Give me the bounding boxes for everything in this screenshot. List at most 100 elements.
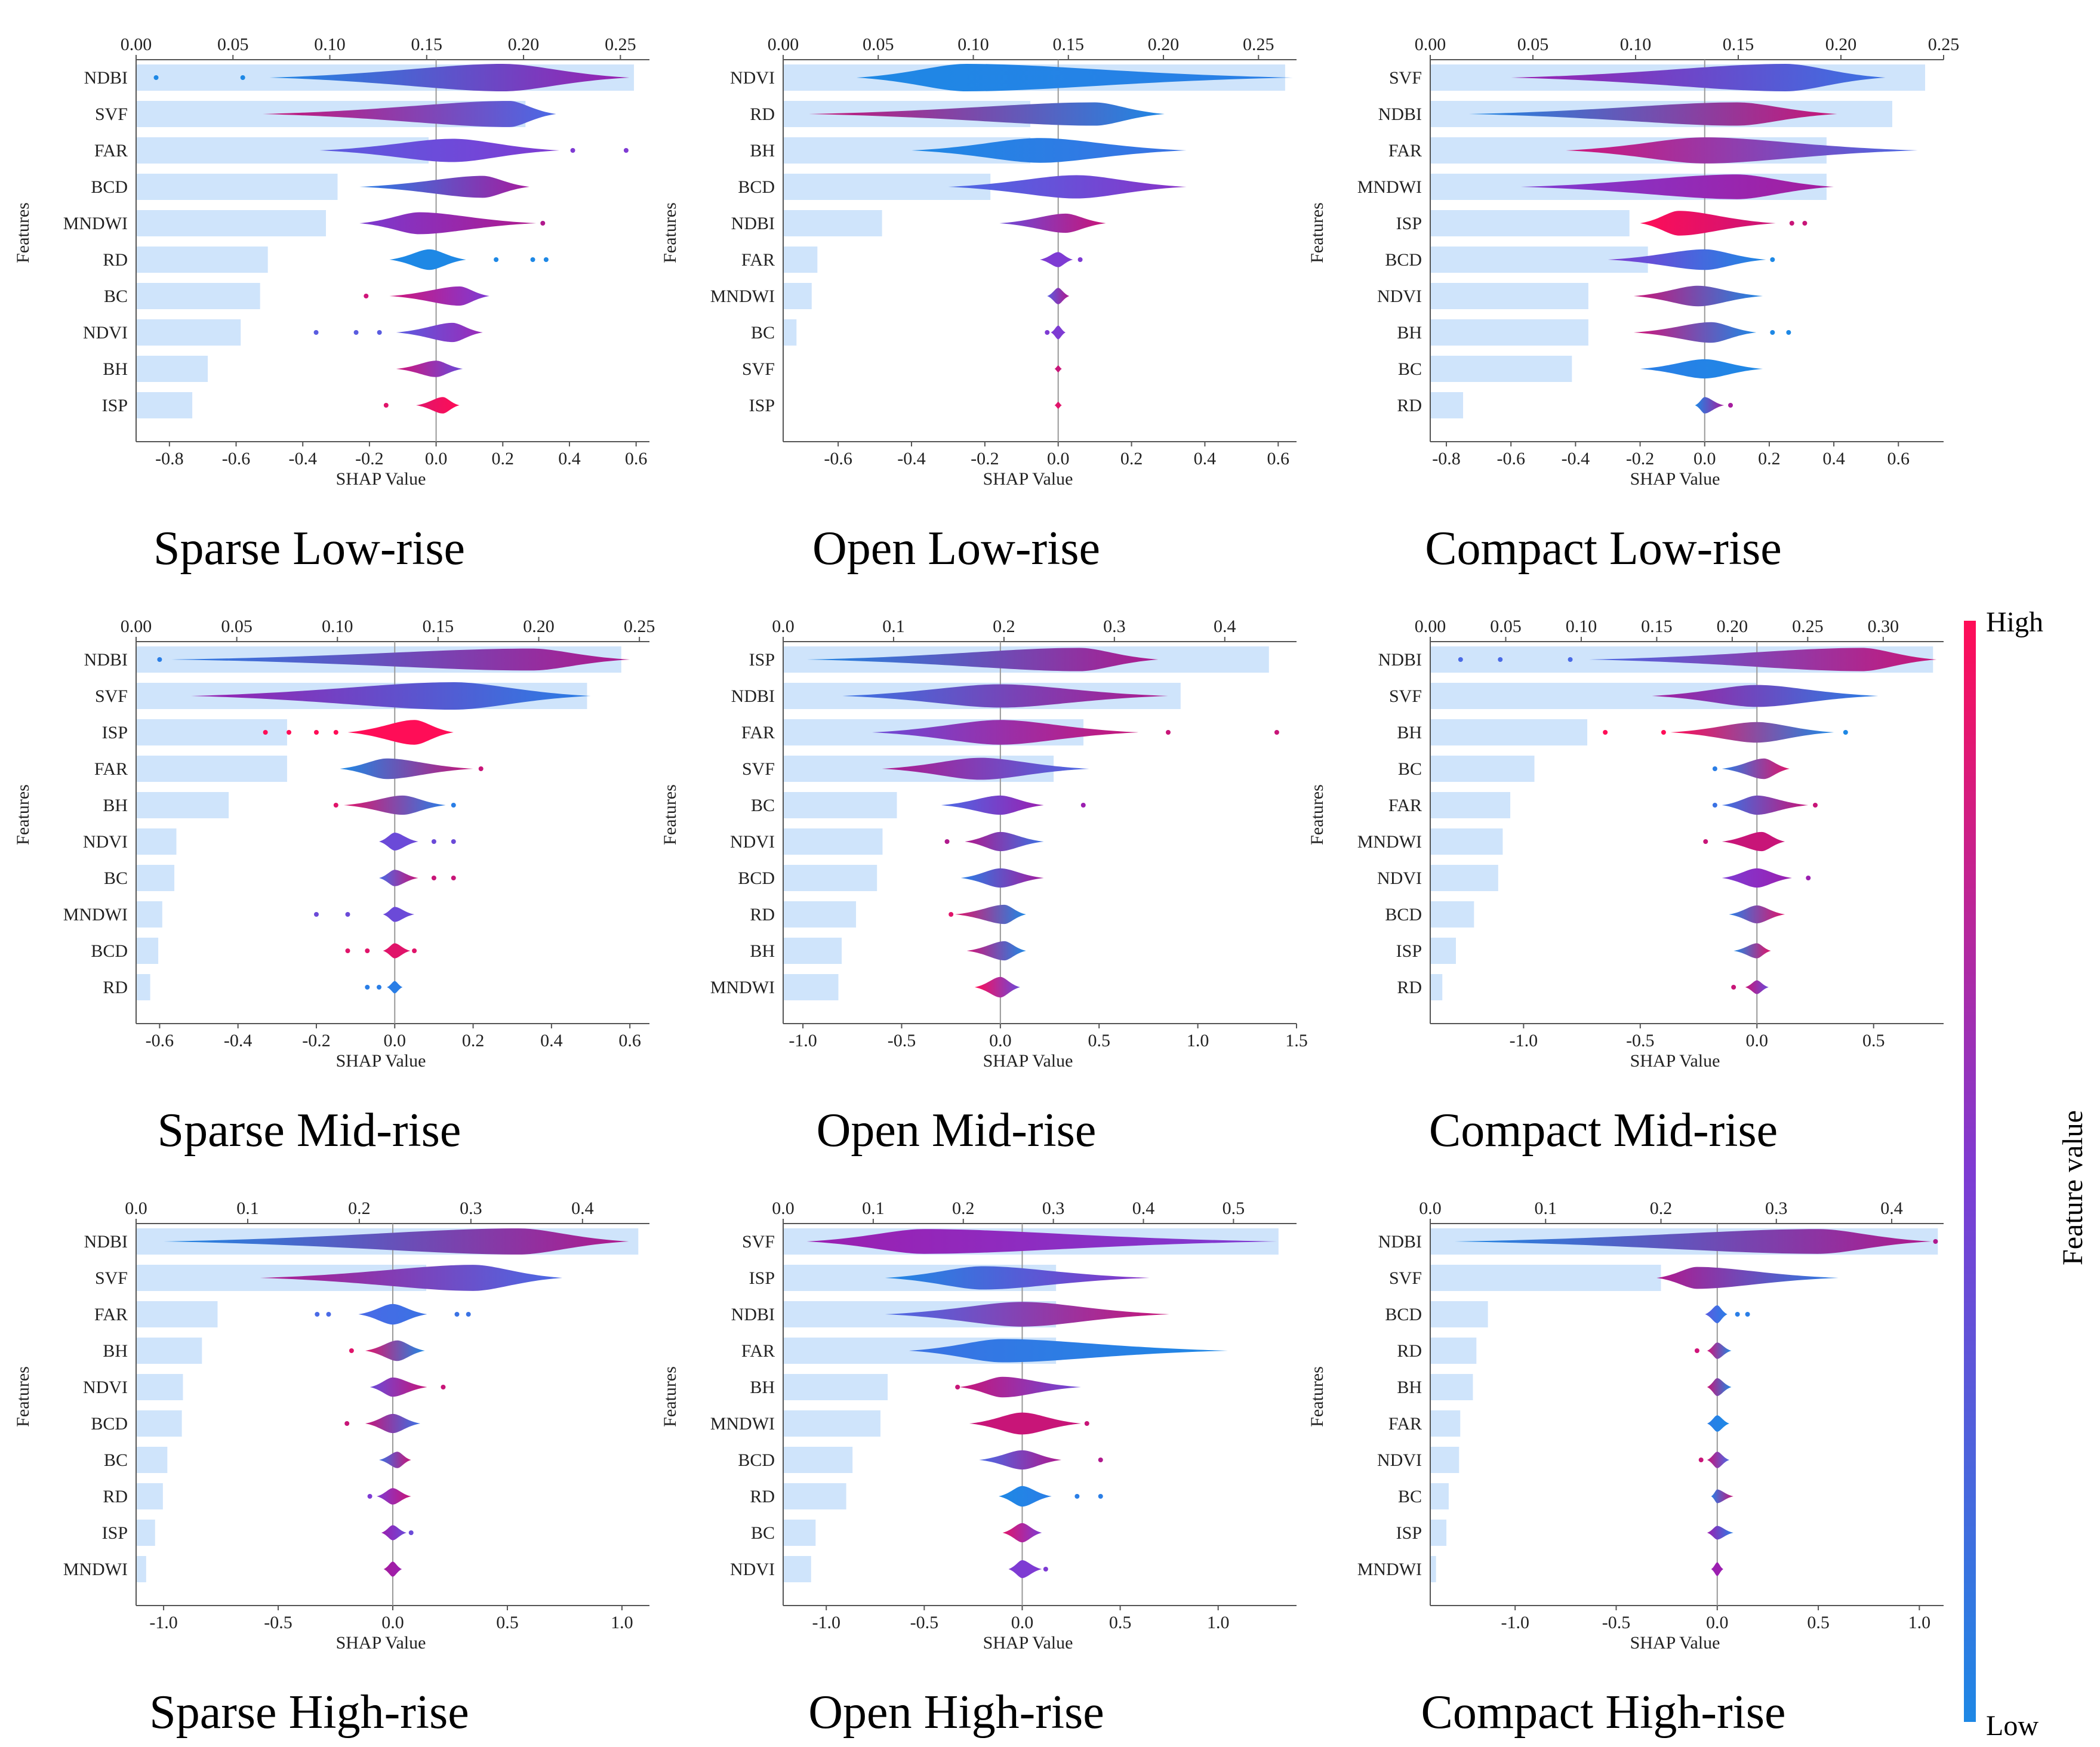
importance-bar <box>136 792 229 818</box>
bottom-tick-label: -1.0 <box>812 1613 840 1632</box>
top-tick-label: 0.05 <box>1490 617 1522 636</box>
importance-bar <box>136 938 159 964</box>
violin-svf <box>260 1265 563 1291</box>
outlier-point <box>1080 803 1086 808</box>
outlier-point <box>1731 985 1736 990</box>
importance-bar <box>136 1374 183 1400</box>
colorbar-title: Feature value <box>2057 1110 2089 1265</box>
bottom-tick-label: 0.6 <box>618 1031 641 1050</box>
violin-mndwi <box>969 1412 1081 1435</box>
feature-label: MNDWI <box>63 1560 128 1579</box>
importance-bar <box>783 247 818 273</box>
panel-open-mid-rise: 0.0 0.1 0.2 0.3 0.4 -1.0 -0.5 0.0 0.5 1.0 1.5 ISP ND… <box>660 617 1308 1157</box>
importance-bar <box>1430 756 1535 782</box>
outlier-point <box>955 1385 960 1389</box>
bottom-tick-label: 1.0 <box>1207 1613 1230 1632</box>
outlier-point <box>263 730 268 735</box>
top-tick-label: 0.05 <box>217 35 249 54</box>
feature-label: SVF <box>1389 686 1422 706</box>
outlier-point <box>1933 1239 1938 1244</box>
violin-ndvi <box>396 322 483 343</box>
bottom-tick-label: 0.5 <box>1807 1613 1830 1632</box>
panel-compact-mid-rise: 0.00 0.05 0.10 0.15 0.20 0.25 0.30 -1.0 -0.5 0.0 0… <box>1307 617 1944 1157</box>
outlier-point <box>1274 730 1279 735</box>
panel-sparse-high-rise: 0.0 0.1 0.2 0.3 0.4 -1.0 -0.5 0.0 0.5 1.0 NDBI SVF F… <box>13 1198 649 1739</box>
violin-rd <box>809 102 1165 126</box>
feature-label: FAR <box>741 723 775 742</box>
bottom-tick-label: 0.4 <box>1194 449 1217 469</box>
importance-bar <box>136 901 162 928</box>
outlier-point <box>365 985 370 990</box>
outlier-point <box>530 257 535 262</box>
outlier-point <box>1770 330 1775 335</box>
outlier-point <box>1728 403 1733 408</box>
importance-bar <box>1430 1410 1461 1437</box>
bottom-tick-label: -0.4 <box>288 449 317 469</box>
feature-label: NDBI <box>1378 1232 1422 1252</box>
violin-svf <box>806 1229 1277 1254</box>
outlier-point <box>540 221 546 226</box>
top-tick-label: 0.05 <box>221 617 253 636</box>
violin-svf <box>263 101 556 127</box>
violin-far <box>340 758 473 779</box>
outlier-point <box>494 257 499 262</box>
feature-label: BH <box>1397 723 1422 742</box>
x-axis-title: SHAP Value <box>983 1051 1073 1071</box>
feature-label: FAR <box>741 1341 775 1361</box>
bottom-tick-label: 0.5 <box>496 1613 519 1632</box>
panel-title: Open High-rise <box>808 1686 1104 1739</box>
outlier-point <box>1770 257 1775 262</box>
top-tick-label: 0.2 <box>1650 1198 1673 1218</box>
outlier-point <box>1045 330 1050 335</box>
violin-far <box>1722 795 1809 815</box>
violin-isp <box>1640 211 1776 236</box>
bottom-tick-label: -0.5 <box>264 1613 292 1632</box>
outlier-point <box>383 403 389 408</box>
importance-bar <box>1430 1338 1477 1364</box>
importance-bar <box>1430 1483 1449 1509</box>
feature-label: BH <box>750 141 775 161</box>
violin-bh <box>1633 322 1757 343</box>
bottom-tick-label: -0.5 <box>910 1613 939 1632</box>
violin-isp <box>1054 402 1062 409</box>
outlier-point <box>326 1312 331 1317</box>
outlier-point <box>365 948 370 953</box>
outlier-point <box>1098 1458 1103 1462</box>
top-tick-label: 0.1 <box>236 1198 259 1218</box>
outlier-point <box>1084 1421 1089 1426</box>
top-tick-label: 0.2 <box>348 1198 371 1218</box>
importance-bar <box>783 1483 846 1509</box>
outlier-point <box>1843 730 1848 735</box>
outlier-point <box>333 803 338 808</box>
outlier-point <box>345 912 350 917</box>
feature-label: MNDWI <box>1357 832 1422 852</box>
outlier-point <box>1802 221 1808 226</box>
feature-label: SVF <box>742 759 775 779</box>
panel-title: Sparse Low-rise <box>153 522 465 575</box>
violin-mndwi <box>1520 174 1834 199</box>
violin-rd <box>1745 980 1769 994</box>
importance-bar <box>136 1556 146 1582</box>
importance-bar <box>136 1410 182 1437</box>
x-axis-title: SHAP Value <box>983 469 1073 489</box>
importance-bar <box>1430 283 1588 309</box>
bottom-tick-label: 0.6 <box>625 449 648 469</box>
violin-bc <box>378 1452 411 1468</box>
y-axis-title: Features <box>13 1366 33 1427</box>
outlier-point <box>451 876 456 880</box>
violin-bcd <box>1608 249 1766 270</box>
outlier-point <box>441 1385 446 1389</box>
top-tick-label: 0.25 <box>624 617 655 636</box>
violin-bc <box>379 870 418 886</box>
outlier-point <box>353 330 359 335</box>
feature-label: ISP <box>102 1523 128 1543</box>
outlier-point <box>1712 803 1717 808</box>
outlier-point <box>315 1312 320 1317</box>
outlier-point <box>313 730 319 735</box>
feature-label: ISP <box>749 650 775 670</box>
top-tick-label: 0.00 <box>1415 617 1446 636</box>
top-tick-label: 0.1 <box>882 617 905 636</box>
outlier-point <box>431 839 436 844</box>
importance-bar <box>1430 719 1588 745</box>
violin-bh <box>912 138 1187 163</box>
